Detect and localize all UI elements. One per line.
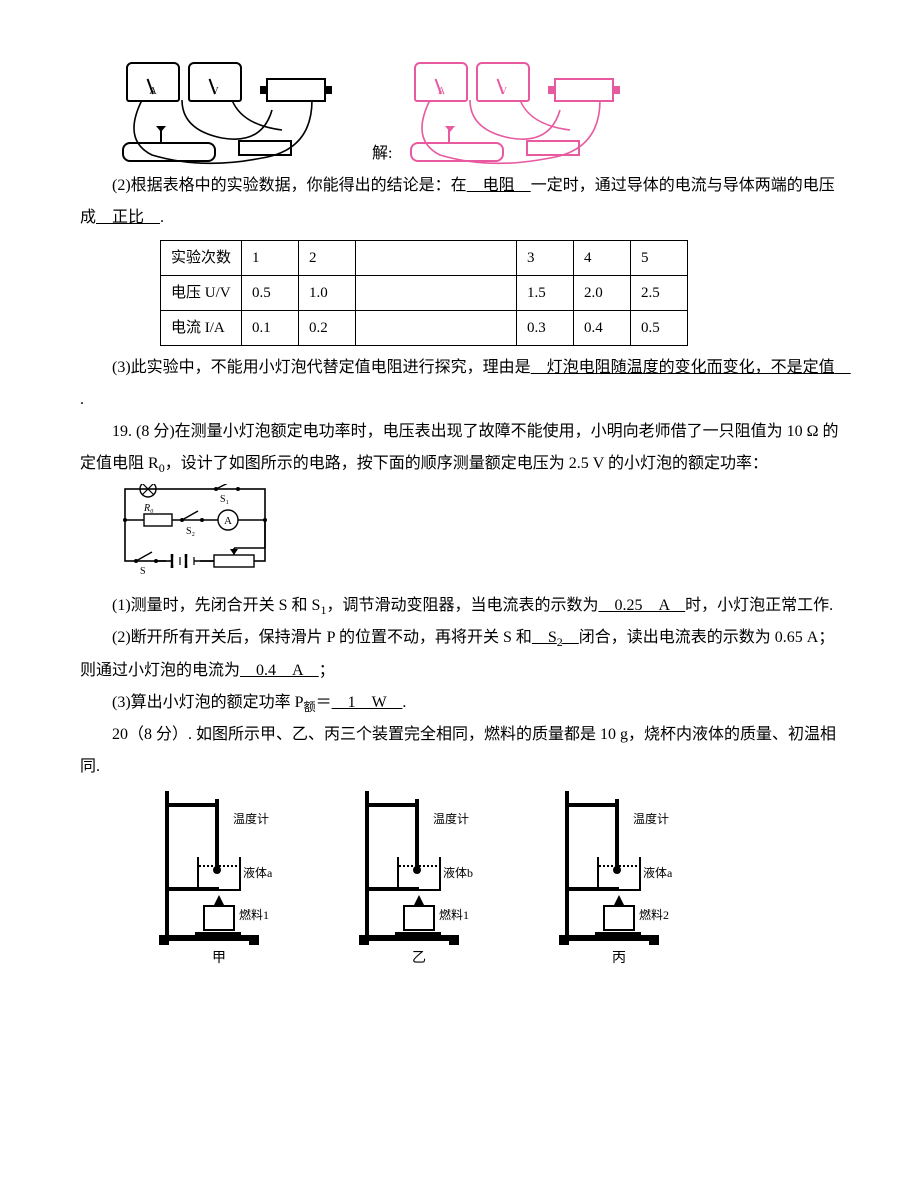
q19-intro: 19. (8 分)在测量小灯泡额定电功率时，电压表出现了故障不能使用，小明向老师… bbox=[80, 416, 840, 480]
svg-text:S: S bbox=[140, 566, 146, 574]
td: 0.4 bbox=[574, 311, 631, 346]
th-trial: 实验次数 bbox=[161, 241, 242, 276]
td-gap bbox=[356, 276, 517, 311]
svg-text:S₂: S₂ bbox=[186, 526, 195, 537]
td: 0.2 bbox=[299, 311, 356, 346]
q19-p3-b: ＝ bbox=[316, 694, 332, 711]
label-liquid-a: 液体a bbox=[243, 861, 272, 885]
table-row: 实验次数 1 2 3 4 5 bbox=[161, 241, 688, 276]
td: 0.5 bbox=[242, 276, 299, 311]
q18-p3-text-a: (3)此实验中，不能用小灯泡代替定值电阻进行探究，理由是 bbox=[112, 359, 531, 376]
q19-p2-blank1-e bbox=[563, 629, 579, 646]
svg-text:S₁: S₁ bbox=[220, 494, 229, 505]
label-liquid-a-text: 液体a bbox=[243, 866, 272, 880]
td: 2.0 bbox=[574, 276, 631, 311]
td: 1.0 bbox=[299, 276, 356, 311]
label-fuel2: 燃料2 bbox=[639, 903, 669, 927]
label-thermometer: 温度计 bbox=[433, 807, 469, 831]
q19-p2-a: (2)断开所有开关后，保持滑片 P 的位置不动，再将开关 S 和 bbox=[112, 629, 532, 646]
caption-bing: 丙 bbox=[612, 945, 626, 973]
q19-p2-c: ； bbox=[319, 662, 335, 679]
td: 0.5 bbox=[631, 311, 688, 346]
q18-p3-text-b: . bbox=[80, 391, 84, 408]
q19-p3-a: (3)算出小灯泡的额定功率 P bbox=[112, 694, 304, 711]
label-liquid-b: 液体b bbox=[443, 861, 473, 885]
td: 1.5 bbox=[517, 276, 574, 311]
td: 2.5 bbox=[631, 276, 688, 311]
td: 5 bbox=[631, 241, 688, 276]
th-current: 电流 I/A bbox=[161, 311, 242, 346]
q19-p3-sub: 额 bbox=[304, 700, 316, 714]
q19-p3-c: . bbox=[402, 694, 406, 711]
solution-label: 解: bbox=[372, 138, 392, 170]
q19-p3-blank: 1 W bbox=[332, 694, 403, 711]
apparatus-yi: 温度计 液体b 燃料1 乙 bbox=[344, 791, 494, 973]
q19-p1-b: ，调节滑动变阻器，当电流表的示数为 bbox=[326, 597, 598, 614]
td-gap bbox=[356, 241, 517, 276]
circuit-schematic: S₁ R₀ S₂ A S bbox=[120, 484, 270, 574]
td: 1 bbox=[242, 241, 299, 276]
label-thermometer: 温度计 bbox=[233, 807, 269, 831]
td: 2 bbox=[299, 241, 356, 276]
q19-part3: (3)算出小灯泡的额定功率 P额＝ 1 W . bbox=[80, 687, 840, 719]
apparatus-row: 温度计 液体a 燃料1 甲 温度计 液体b 燃料1 乙 bbox=[144, 791, 840, 973]
apparatus-bing: 温度计 液体a 燃料2 丙 bbox=[544, 791, 694, 973]
apparatus-jia: 温度计 液体a 燃料1 甲 bbox=[144, 791, 294, 973]
q19-p2-blank1-t: S bbox=[532, 629, 557, 646]
q19-p2-blank2: 0.4 A bbox=[240, 662, 319, 679]
svg-text:A: A bbox=[224, 515, 232, 527]
q18-part2: (2)根据表格中的实验数据，你能得出的结论是：在 电阻 一定时，通过导体的电流与… bbox=[80, 170, 840, 234]
caption-jia: 甲 bbox=[212, 945, 226, 973]
circuit-photo-original: A V bbox=[112, 60, 332, 170]
caption-yi: 乙 bbox=[412, 945, 426, 973]
label-thermometer: 温度计 bbox=[633, 807, 669, 831]
q18-p2-blank2: 正比 bbox=[96, 209, 160, 226]
td: 3 bbox=[517, 241, 574, 276]
q19-part2: (2)断开所有开关后，保持滑片 P 的位置不动，再将开关 S 和 S2 闭合，读… bbox=[80, 622, 840, 686]
label-liquid-b-text: 液体b bbox=[443, 866, 473, 880]
q19-part1: (1)测量时，先闭合开关 S 和 S1，调节滑动变阻器，当电流表的示数为 0.2… bbox=[80, 590, 840, 622]
q20-intro: 20（8 分）. 如图所示甲、乙、丙三个装置完全相同，燃料的质量都是 10 g，… bbox=[80, 719, 840, 783]
q18-p2-text-c: . bbox=[160, 209, 164, 226]
label-fuel1: 燃料1 bbox=[439, 903, 469, 927]
q19-p1-blank: 0.25 A bbox=[598, 597, 685, 614]
q18-p2-blank1: 电阻 bbox=[467, 177, 531, 194]
td: 0.1 bbox=[242, 311, 299, 346]
q19-p2-blank1: S2 bbox=[532, 629, 579, 646]
table-row: 电压 U/V 0.5 1.0 1.5 2.0 2.5 bbox=[161, 276, 688, 311]
svg-text:R₀: R₀ bbox=[143, 503, 154, 514]
q19-p1-c: 时，小灯泡正常工作. bbox=[685, 597, 833, 614]
q19-intro-b: ，设计了如图所示的电路，按下面的顺序测量额定电压为 2.5 V 的小灯泡的额定功… bbox=[165, 455, 768, 472]
label-liquid-a2: 液体a bbox=[643, 861, 672, 885]
q18-p3-blank: 灯泡电阻随温度的变化而变化，不是定值 bbox=[531, 359, 851, 376]
label-liquid-a-text: 液体a bbox=[643, 866, 672, 880]
circuit-photo-solution: A V bbox=[400, 60, 620, 170]
table-row: 电流 I/A 0.1 0.2 0.3 0.4 0.5 bbox=[161, 311, 688, 346]
th-voltage: 电压 U/V bbox=[161, 276, 242, 311]
q19-p1-a: (1)测量时，先闭合开关 S 和 S bbox=[112, 597, 320, 614]
data-table: 实验次数 1 2 3 4 5 电压 U/V 0.5 1.0 1.5 2.0 2.… bbox=[160, 240, 688, 346]
figure-row-circuits: A V 解: A V bbox=[112, 60, 840, 170]
q18-p2-text-a: (2)根据表格中的实验数据，你能得出的结论是：在 bbox=[112, 177, 467, 194]
td-gap bbox=[356, 311, 517, 346]
td: 4 bbox=[574, 241, 631, 276]
label-fuel1: 燃料1 bbox=[239, 903, 269, 927]
td: 0.3 bbox=[517, 311, 574, 346]
q18-part3: (3)此实验中，不能用小灯泡代替定值电阻进行探究，理由是 灯泡电阻随温度的变化而… bbox=[80, 352, 840, 416]
